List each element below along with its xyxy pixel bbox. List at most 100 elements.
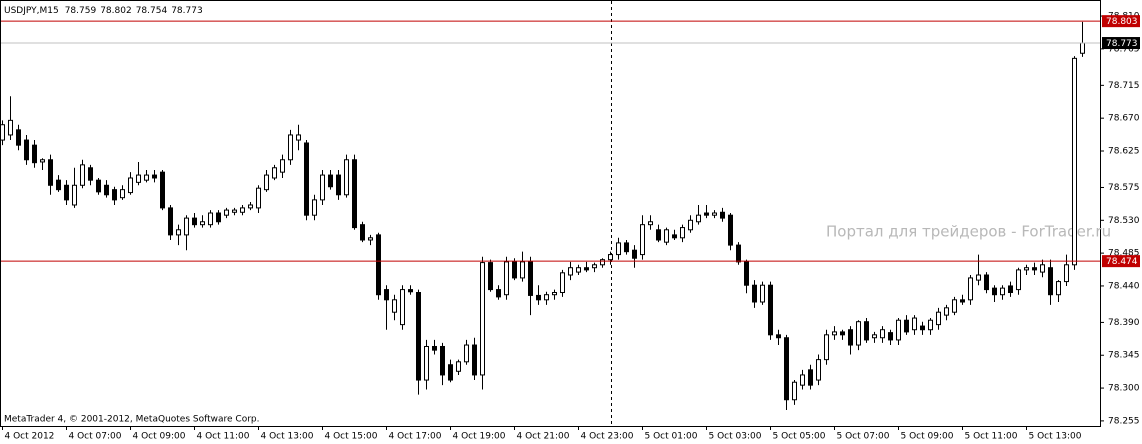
candle-body: [952, 299, 957, 313]
candle-body: [152, 174, 157, 179]
candle-body: [264, 174, 269, 191]
candle-body: [1000, 287, 1005, 296]
candle-body: [944, 307, 949, 316]
candle-body: [24, 139, 29, 161]
candle-body: [136, 174, 141, 183]
x-tick-label: 4 Oct 15:00: [325, 432, 378, 442]
candle-body: [312, 199, 317, 216]
x-tick-label: 5 Oct 07:00: [837, 432, 890, 442]
candle-body: [696, 214, 701, 223]
price-label-box: [1102, 255, 1140, 268]
candle-body: [408, 289, 413, 293]
candle-body: [1016, 269, 1021, 291]
x-tick-label: 4 Oct 13:00: [261, 432, 314, 442]
x-tick-label: 4 Oct 23:00: [581, 432, 634, 442]
candle-body: [272, 167, 277, 179]
candle-body: [648, 221, 653, 226]
candle-body: [1040, 264, 1045, 273]
candle-body: [864, 321, 869, 341]
candle-body: [448, 364, 453, 381]
candle-body: [560, 272, 565, 294]
candle-body: [824, 334, 829, 361]
candle-body: [1048, 267, 1053, 296]
candle-body: [1072, 57, 1077, 266]
price-label: 78.773: [1106, 39, 1138, 49]
candle-body: [504, 261, 509, 296]
candle-body: [688, 219, 693, 231]
candle-body: [376, 234, 381, 296]
candle-body: [704, 212, 709, 216]
candle-body: [896, 319, 901, 341]
candle-body: [616, 242, 621, 256]
x-tick-label: 4 Oct 11:00: [197, 432, 250, 442]
candle-body: [104, 184, 109, 196]
candle-body: [600, 259, 605, 266]
candle-body: [880, 329, 885, 339]
price-label-box: [1102, 15, 1140, 28]
candle-body: [552, 292, 557, 296]
candle-body: [440, 345, 445, 376]
candle-body: [184, 217, 189, 236]
candle-body: [672, 234, 677, 239]
candle-body: [144, 174, 149, 181]
candle-body: [128, 177, 133, 194]
y-tick-label: 78.765: [1108, 44, 1140, 54]
y-tick-label: 78.255: [1108, 416, 1140, 426]
x-tick-label: 5 Oct 13:00: [1029, 432, 1082, 442]
candle-body: [888, 332, 893, 341]
candle-body: [344, 159, 349, 196]
candle-body: [56, 179, 61, 191]
candle-body: [680, 227, 685, 239]
candle-body: [928, 319, 933, 331]
candle-body: [1056, 281, 1061, 296]
candle-body: [160, 171, 165, 209]
candle-body: [992, 287, 997, 296]
y-tick-label: 78.670: [1108, 114, 1140, 124]
candle-body: [8, 119, 13, 136]
candle-body: [192, 217, 197, 226]
y-tick-label: 78.300: [1108, 384, 1140, 394]
candle-body: [424, 345, 429, 381]
candle-body: [568, 267, 573, 276]
price-label: 78.803: [1106, 17, 1138, 27]
candle-body: [1032, 267, 1037, 271]
candle-body: [520, 261, 525, 279]
candle-body: [632, 249, 637, 259]
candle-body: [0, 124, 5, 141]
candle-body: [744, 261, 749, 286]
y-tick-label: 78.440: [1108, 281, 1140, 291]
candle-body: [88, 167, 93, 181]
candle-body: [968, 277, 973, 301]
candle-body: [336, 174, 341, 196]
watermark: Портал для трейдеров - ForTrader.ru: [826, 223, 1111, 241]
candle-body: [368, 237, 373, 241]
candle-body: [432, 345, 437, 351]
candle-body: [216, 212, 221, 223]
x-tick-label: 4 Oct 17:00: [389, 432, 442, 442]
candle-body: [656, 229, 661, 241]
candle-body: [256, 187, 261, 209]
candle-body: [736, 244, 741, 263]
candle-body: [248, 204, 253, 209]
candle-body: [16, 129, 21, 146]
candle-body: [712, 212, 717, 216]
candle-body: [840, 331, 845, 336]
candle-body: [768, 284, 773, 336]
candle-body: [224, 209, 229, 216]
candle-body: [168, 207, 173, 236]
x-tick-label: 5 Oct 05:00: [773, 432, 826, 442]
candle-body: [808, 369, 813, 386]
candle-body: [496, 289, 501, 298]
candle-body: [640, 224, 645, 256]
candle-body: [1064, 264, 1069, 283]
candle-body: [360, 224, 365, 241]
symbol: USDJPY,M15: [4, 6, 59, 16]
x-tick-label: 4 Oct 09:00: [133, 432, 186, 442]
candle-body: [984, 274, 989, 291]
candle-body: [112, 189, 117, 201]
x-tick-label: 5 Oct 03:00: [709, 432, 762, 442]
candle-body: [416, 292, 421, 381]
candle-body: [472, 344, 477, 376]
x-tick-label: 5 Oct 11:00: [965, 432, 1018, 442]
